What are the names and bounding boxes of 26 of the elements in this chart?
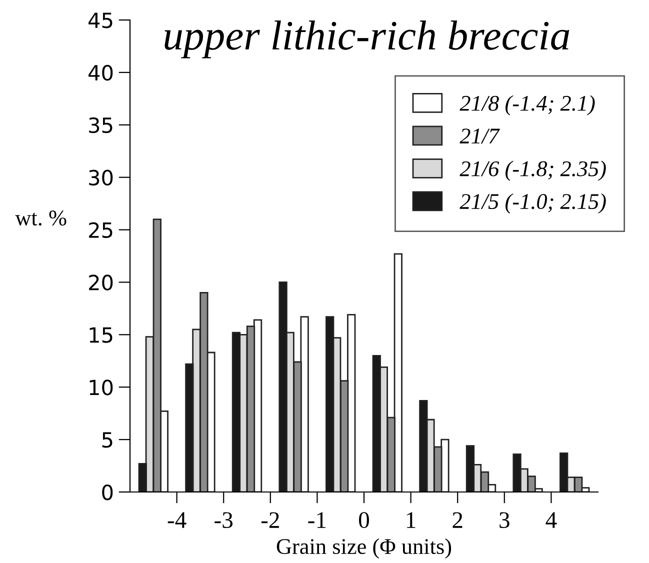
legend-label: 21/6 (-1.8; 2.35) [460, 160, 606, 181]
x-tick-label: 4 [546, 512, 557, 528]
y-tick-label: 25 [89, 222, 112, 238]
y-tick-label: 45 [88, 12, 112, 28]
y-tick-label: 40 [88, 64, 113, 81]
y-tick-label: 15 [90, 327, 112, 343]
x-axis-title: Grain size (Φ units) [276, 538, 452, 559]
x-tick-label: 3 [500, 512, 510, 528]
legend-label: 21/8 (-1.4; 2.1) [460, 95, 595, 116]
x-tick-label: 2 [452, 512, 462, 528]
x-tick-label: -2 [261, 512, 279, 528]
y-tick-label: 35 [89, 117, 112, 134]
chart-title: upper lithic-rich breccia [164, 20, 570, 58]
x-tick-label: 1 [406, 512, 416, 528]
y-axis-title: wt. % [15, 210, 66, 226]
x-tick-label: -1 [308, 512, 326, 528]
y-tick-label: 20 [89, 274, 113, 290]
x-tick-label: -3 [214, 512, 233, 528]
legend-label: 21/7 [460, 128, 500, 144]
y-tick-label: 10 [90, 380, 113, 396]
x-tick-label: -4 [168, 512, 186, 528]
x-tick-label: 0 [358, 512, 370, 528]
y-tick-label: 5 [102, 432, 112, 448]
y-tick-label: 0 [102, 484, 113, 500]
legend-label: 21/5 (-1.0; 2.15) [460, 193, 606, 214]
y-tick-label: 30 [89, 170, 113, 186]
